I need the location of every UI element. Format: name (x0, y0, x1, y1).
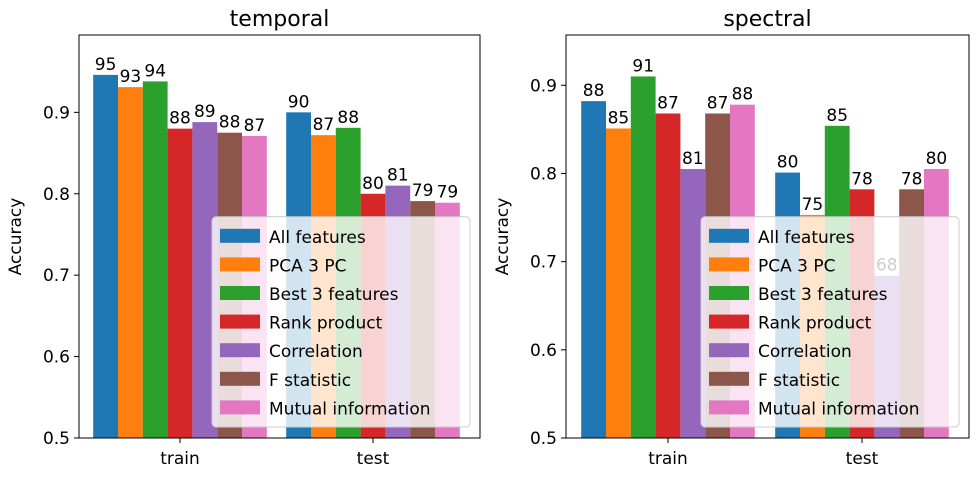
bar-spectral (581, 101, 606, 439)
data-label-temporal: 80 (362, 174, 384, 194)
legend-label-temporal: Best 3 features (269, 285, 399, 305)
bar-spectral (606, 128, 631, 438)
y-tick-label-spectral: 0.8 (530, 164, 557, 184)
data-label-temporal: 88 (337, 108, 359, 128)
data-label-spectral: 88 (732, 85, 754, 105)
legend-label-temporal: PCA 3 PC (269, 256, 347, 276)
data-label-spectral: 87 (657, 93, 679, 113)
data-label-temporal: 88 (219, 113, 241, 133)
data-label-temporal: 79 (412, 181, 434, 201)
legend-label-temporal: Rank product (269, 314, 383, 334)
legend-swatch-spectral (709, 257, 749, 272)
data-label-spectral: 81 (682, 149, 704, 169)
y-axis-label-spectral: Accuracy (493, 198, 513, 276)
data-label-spectral: 75 (802, 195, 824, 215)
legend-swatch-temporal (220, 400, 260, 415)
legend-swatch-spectral (709, 371, 749, 386)
data-label-spectral: 80 (777, 153, 799, 173)
data-label-spectral: 85 (826, 106, 848, 126)
data-label-spectral: 91 (632, 56, 654, 76)
x-tick-label-spectral: train (648, 449, 688, 469)
legend-label-spectral: F statistic (758, 371, 840, 391)
legend-swatch-spectral (709, 228, 749, 243)
legend-swatch-temporal (220, 286, 260, 300)
x-tick-label-spectral: test (846, 449, 879, 469)
y-tick-label-spectral: 0.7 (530, 253, 557, 273)
legend-label-temporal: All features (269, 228, 366, 248)
y-tick-label-temporal: 0.6 (43, 348, 70, 368)
legend-swatch-temporal (220, 343, 260, 358)
data-label-temporal: 81 (387, 166, 409, 186)
legend-box-spectral (700, 216, 960, 428)
legend-label-spectral: Rank product (758, 314, 872, 334)
bar-temporal (167, 128, 193, 438)
legend-label-spectral: Mutual information (758, 399, 920, 419)
legend-swatch-spectral (709, 286, 749, 300)
legend-label-spectral: All features (758, 228, 855, 248)
legend-box-temporal (211, 216, 471, 428)
data-label-temporal: 79 (437, 183, 459, 203)
chart-title-spectral: spectral (723, 7, 811, 32)
y-tick-label-temporal: 0.5 (43, 429, 70, 449)
data-label-spectral: 78 (901, 169, 923, 189)
axes-frame-temporal (78, 34, 481, 439)
legend-label-spectral: Correlation (758, 342, 852, 362)
data-label-spectral: 85 (608, 108, 630, 128)
axes-frame-spectral (565, 34, 970, 439)
y-tick-label-spectral: 0.6 (530, 341, 557, 361)
data-label-spectral: 80 (926, 149, 948, 169)
data-label-temporal: 90 (288, 92, 310, 112)
legend-swatch-temporal (220, 257, 260, 272)
y-tick-label-temporal: 0.8 (43, 185, 70, 205)
data-label-temporal: 93 (120, 67, 142, 87)
bar-temporal (118, 87, 143, 439)
data-label-spectral: 88 (583, 81, 605, 101)
x-tick-label-temporal: train (160, 449, 200, 469)
data-label-temporal: 87 (244, 116, 266, 136)
data-label-temporal: 87 (313, 115, 335, 135)
y-tick-label-temporal: 0.9 (43, 103, 70, 123)
y-tick-label-spectral: 0.5 (530, 429, 557, 449)
y-axis-label-temporal: Accuracy (6, 198, 26, 276)
chart-title-temporal: temporal (230, 7, 330, 32)
legend-swatch-temporal (220, 371, 260, 386)
data-label-temporal: 89 (194, 102, 216, 122)
x-tick-label-temporal: test (357, 449, 390, 469)
legend-label-temporal: Correlation (269, 342, 363, 362)
y-tick-label-spectral: 0.9 (530, 76, 557, 96)
legend-label-temporal: Mutual information (269, 399, 431, 419)
bar-spectral (655, 113, 681, 439)
bar-temporal (142, 81, 168, 438)
data-label-spectral: 78 (851, 169, 873, 189)
y-tick-label-temporal: 0.7 (43, 266, 70, 286)
legend-label-spectral: Best 3 features (758, 285, 888, 305)
bar-temporal (93, 74, 118, 438)
legend-swatch-spectral (709, 343, 749, 358)
legend-label-spectral: PCA 3 PC (758, 256, 836, 276)
bar-spectral (630, 76, 656, 439)
data-label-temporal: 95 (95, 55, 117, 75)
legend-label-temporal: F statistic (269, 371, 351, 391)
legend-swatch-spectral (709, 400, 749, 415)
data-label-temporal: 94 (144, 61, 166, 81)
data-label-temporal: 88 (169, 109, 191, 129)
legend-swatch-temporal (220, 314, 260, 329)
legend-swatch-spectral (709, 314, 749, 329)
legend-swatch-temporal (220, 228, 260, 243)
data-label-spectral: 87 (707, 93, 729, 113)
